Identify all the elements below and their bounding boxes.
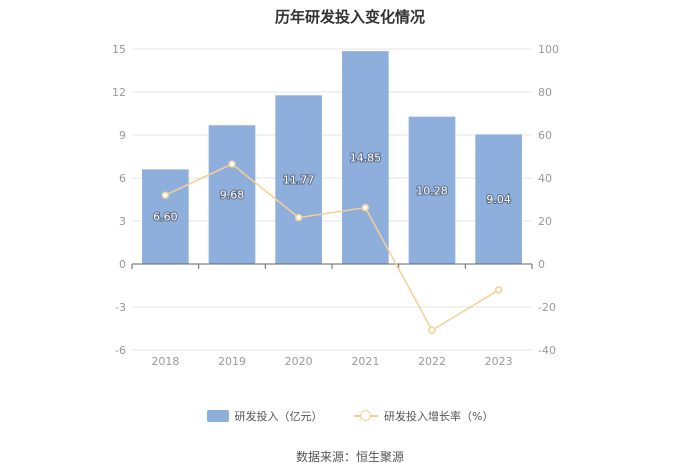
y-right-tick-label: 0 [538,258,545,271]
y-left-tick-label: 0 [119,258,126,271]
bar-value-label: 14.85 [350,152,382,165]
legend-line-label: 研发投入增长率（%） [384,410,494,423]
growth-point [228,160,236,168]
y-left-tick-label: 9 [119,129,126,142]
x-tick-label: 2022 [418,355,446,368]
legend: 研发投入（亿元） 研发投入增长率（%） [0,408,700,425]
legend-item-line[interactable]: 研发投入增长率（%） [354,408,493,424]
legend-bar-swatch [206,410,229,422]
y-right-tick-label: -40 [538,344,556,357]
y-right-tick-label: -20 [538,301,556,314]
y-right-tick-label: 100 [538,43,559,56]
chart-plot: -6 -3 0 3 6 9 12 15 -40 -20 0 20 40 60 80 100 2018 2019 20… [112,43,559,368]
bar-value-label: 6.60 [153,211,178,224]
y-right-tick-label: 80 [538,86,552,99]
x-tick-label: 2020 [285,355,313,368]
y-left-tick-label: 12 [112,86,126,99]
bar [142,169,189,264]
growth-point [161,191,170,199]
y-left-tick-label: 15 [112,43,126,56]
bar [275,95,322,265]
bar [475,134,522,264]
y-left-tick-label: 6 [119,172,126,185]
bar-value-label: 10.28 [416,184,448,197]
growth-point [294,213,303,222]
y-right-tick-label: 40 [538,172,552,185]
bar [408,116,456,264]
bar [208,125,256,265]
bar-value-label: 11.77 [283,174,315,187]
growth-line [165,163,500,332]
bar-value-label: 9.68 [220,189,245,202]
legend-item-bar[interactable]: 研发投入（亿元） [206,408,323,424]
y-right-tick-label: 60 [538,129,552,142]
y-left-tick-label: -6 [115,344,126,357]
y-left-tick-label: -3 [115,301,126,314]
legend-bar-label: 研发投入（亿元） [234,410,323,423]
chart-title: 历年研发投入变化情况 [274,8,425,26]
x-tick-label: 2018 [151,355,179,368]
legend-line-swatch [354,410,379,422]
x-tick-label: 2021 [351,355,379,368]
growth-point [361,203,370,212]
source-note: 数据来源：恒生聚源 [295,450,404,464]
bar-value-label: 9.04 [486,193,511,206]
y-left-tick-label: 3 [119,215,126,228]
bar [342,51,389,265]
growth-point [428,326,436,334]
y-right-tick-label: 20 [538,215,552,228]
x-tick-label: 2019 [218,355,246,368]
x-tick-label: 2023 [485,355,513,368]
growth-point [494,286,503,294]
